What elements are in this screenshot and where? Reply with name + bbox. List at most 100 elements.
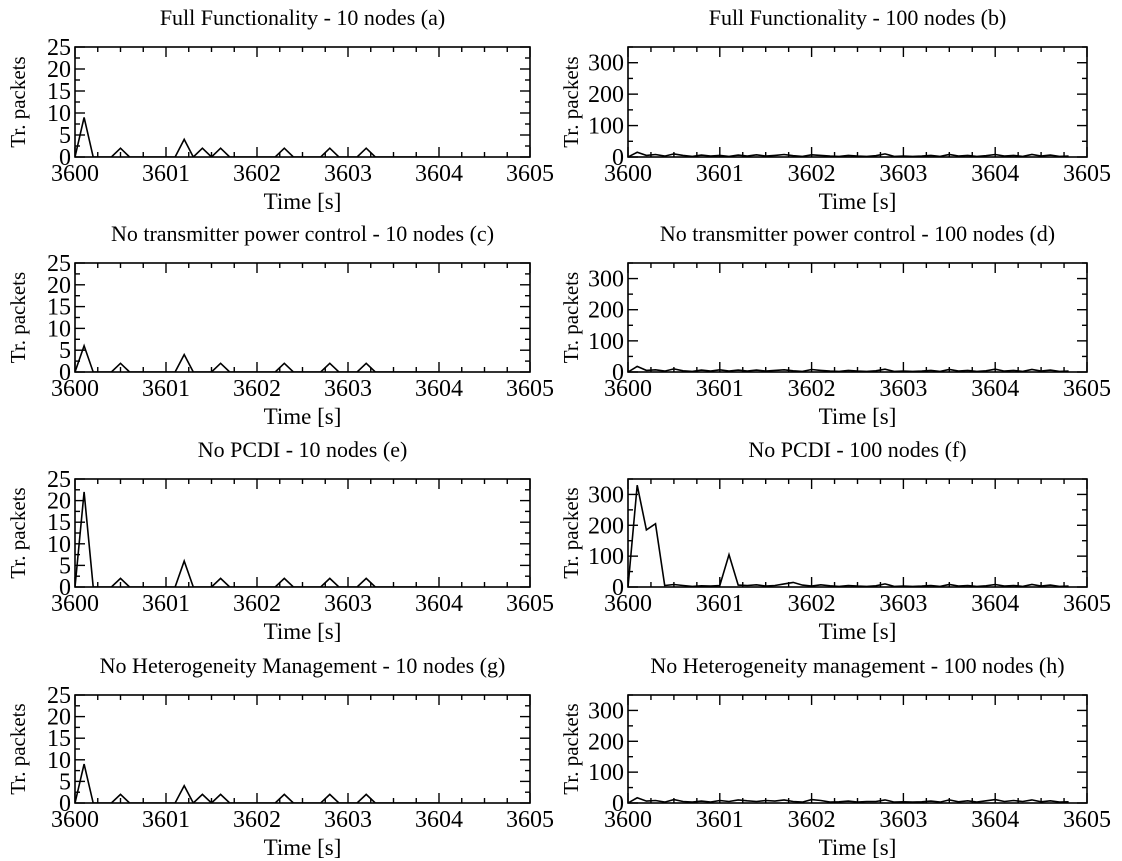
chart-title: No transmitter power control - 10 nodes … — [111, 221, 494, 246]
x-tick-label: 3603 — [324, 376, 372, 402]
x-tick-label: 3600 — [604, 376, 652, 402]
y-axis-label: Tr. packets — [559, 487, 583, 578]
chart-panel: No Heterogeneity Management - 10 nodes (… — [6, 653, 554, 860]
y-tick-label: 20 — [47, 273, 71, 299]
chart-panel: No PCDI - 10 nodes (e) 3600 3601 3602 3603 36… — [6, 437, 554, 644]
y-tick-label: 200 — [588, 82, 624, 108]
series-line — [75, 343, 439, 372]
chart-panel: No PCDI - 100 nodes (f) 3600 3601 3602 3603 3… — [559, 437, 1111, 644]
x-tick-label: 3602 — [233, 161, 281, 187]
plot-frame — [627, 694, 1088, 804]
plot-frame — [74, 262, 531, 373]
chart-panel: No transmitter power control - 100 nodes… — [559, 221, 1111, 429]
chart-panel: No transmitter power control - 10 nodes … — [6, 221, 554, 429]
chart-title: Full Functionality - 100 nodes (b) — [709, 5, 1007, 30]
x-tick-label: 3603 — [324, 161, 372, 187]
y-tick-label: 0 — [612, 145, 624, 171]
x-tick-label: 3600 — [51, 376, 99, 402]
y-tick-label: 0 — [59, 145, 71, 171]
chart-title: No Heterogeneity management - 100 nodes … — [650, 653, 1064, 678]
x-tick-label: 3601 — [696, 807, 744, 833]
y-axis-label: Tr. packets — [6, 272, 30, 363]
x-tick-label: 3601 — [696, 376, 744, 402]
x-tick-label: 3605 — [1063, 807, 1111, 833]
y-tick-label: 100 — [588, 114, 624, 140]
plot-frame — [627, 46, 1088, 158]
series-line — [75, 117, 439, 157]
y-axis-label: Tr. packets — [6, 703, 30, 794]
y-tick-label: 300 — [588, 482, 624, 508]
series-line — [628, 365, 1069, 372]
x-tick-label: 3600 — [604, 161, 652, 187]
x-tick-label: 3603 — [324, 591, 372, 617]
y-axis-label: Tr. packets — [559, 272, 583, 363]
plot-frame — [74, 46, 531, 158]
y-tick-label: 100 — [588, 329, 624, 355]
chart-title: No PCDI - 100 nodes (f) — [748, 437, 966, 462]
y-axis-label: Tr. packets — [6, 56, 30, 147]
x-tick-label: 3602 — [788, 591, 836, 617]
y-tick-label: 25 — [47, 467, 71, 493]
x-tick-label: 3602 — [788, 376, 836, 402]
x-axis-label: Time [s] — [264, 404, 342, 429]
y-tick-label: 300 — [588, 267, 624, 293]
x-axis-label: Time [s] — [819, 619, 897, 644]
y-tick-label: 0 — [612, 791, 624, 817]
x-tick-label: 3602 — [233, 807, 281, 833]
x-tick-label: 3605 — [506, 807, 554, 833]
y-tick-label: 0 — [612, 360, 624, 386]
y-tick-label: 15 — [47, 295, 71, 321]
x-tick-label: 3600 — [51, 591, 99, 617]
chart-title: No PCDI - 10 nodes (e) — [198, 437, 408, 462]
x-tick-label: 3602 — [788, 161, 836, 187]
chart-title: No Heterogeneity Management - 10 nodes (… — [100, 653, 506, 678]
x-tick-label: 3603 — [879, 807, 927, 833]
x-tick-label: 3602 — [788, 807, 836, 833]
x-tick-label: 3605 — [506, 161, 554, 187]
y-axis-label: Tr. packets — [559, 56, 583, 147]
x-tick-label: 3600 — [604, 591, 652, 617]
x-tick-label: 3604 — [971, 161, 1019, 187]
x-tick-label: 3601 — [142, 591, 190, 617]
y-tick-label: 200 — [588, 729, 624, 755]
plot-frame — [74, 694, 531, 804]
x-tick-label: 3601 — [142, 807, 190, 833]
x-tick-label: 3602 — [233, 591, 281, 617]
x-tick-label: 3601 — [696, 591, 744, 617]
plot-frame — [627, 262, 1088, 373]
x-tick-label: 3601 — [142, 376, 190, 402]
y-tick-label: 0 — [59, 791, 71, 817]
y-tick-label: 300 — [588, 698, 624, 724]
plot-frame — [627, 478, 1088, 588]
x-tick-label: 3603 — [324, 807, 372, 833]
chart-panel: Full Functionality - 10 nodes (a) 3600 360… — [6, 5, 554, 214]
y-tick-label: 15 — [47, 79, 71, 105]
x-tick-label: 3603 — [879, 161, 927, 187]
y-tick-label: 25 — [47, 683, 71, 709]
x-tick-label: 3604 — [971, 376, 1019, 402]
y-tick-label: 10 — [47, 532, 71, 558]
y-tick-label: 10 — [47, 748, 71, 774]
x-tick-label: 3604 — [415, 591, 463, 617]
y-tick-label: 200 — [588, 298, 624, 324]
x-tick-label: 3605 — [1063, 591, 1111, 617]
y-tick-label: 20 — [47, 57, 71, 83]
y-tick-label: 5 — [59, 769, 71, 795]
y-tick-label: 5 — [59, 553, 71, 579]
x-tick-label: 3605 — [1063, 161, 1111, 187]
x-axis-label: Time [s] — [264, 619, 342, 644]
y-tick-label: 10 — [47, 316, 71, 342]
y-tick-label: 0 — [612, 575, 624, 601]
x-axis-label: Time [s] — [819, 835, 897, 860]
chart-title: Full Functionality - 10 nodes (a) — [160, 5, 445, 30]
y-tick-label: 0 — [59, 575, 71, 601]
series-line — [75, 491, 439, 587]
x-tick-label: 3604 — [971, 591, 1019, 617]
y-tick-label: 200 — [588, 513, 624, 539]
x-tick-label: 3605 — [506, 591, 554, 617]
x-tick-label: 3604 — [415, 376, 463, 402]
x-tick-label: 3605 — [1063, 376, 1111, 402]
x-axis-label: Time [s] — [819, 404, 897, 429]
y-tick-label: 100 — [588, 760, 624, 786]
